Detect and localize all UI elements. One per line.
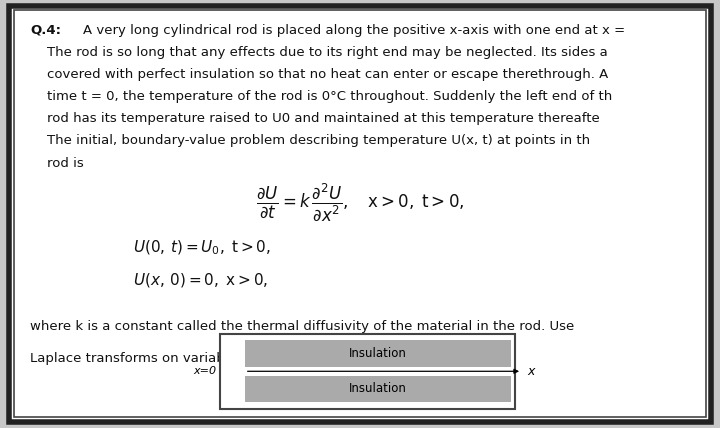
Text: $U(0,\,t) = U_0,\; \mathrm{t>0,}$: $U(0,\,t) = U_0,\; \mathrm{t>0,}$ xyxy=(133,239,271,257)
Text: covered with perfect insulation so that no heat can enter or escape therethrough: covered with perfect insulation so that … xyxy=(47,68,608,81)
Bar xyxy=(245,340,511,367)
Text: where k is a constant called the thermal diffusivity of the material in the rod.: where k is a constant called the thermal… xyxy=(30,320,575,333)
Text: x: x xyxy=(527,365,534,378)
Text: rod is: rod is xyxy=(47,157,84,169)
Text: Q.4:: Q.4: xyxy=(30,24,61,36)
Text: $U(x,\,0) = 0,\; \mathrm{x>0,}$: $U(x,\,0) = 0,\; \mathrm{x>0,}$ xyxy=(133,271,269,289)
Text: time t = 0, the temperature of the rod is 0°C throughout. Suddenly the left end : time t = 0, the temperature of the rod i… xyxy=(47,90,612,103)
Text: Insulation: Insulation xyxy=(349,383,407,395)
Bar xyxy=(245,376,511,402)
Text: $\dfrac{\partial U}{\partial t} = k\,\dfrac{\partial^2 U}{\partial x^2},$$\quad : $\dfrac{\partial U}{\partial t} = k\,\df… xyxy=(256,181,464,223)
Text: Insulation: Insulation xyxy=(349,347,407,360)
Bar xyxy=(220,334,515,409)
Text: x=0: x=0 xyxy=(193,366,216,376)
Text: A very long cylindrical rod is placed along the positive x-axis with one end at : A very long cylindrical rod is placed al… xyxy=(83,24,625,36)
Text: The rod is so long that any effects due to its right end may be neglected. Its s: The rod is so long that any effects due … xyxy=(47,46,608,59)
Text: The initial, boundary-value problem describing temperature U(x, t) at points in : The initial, boundary-value problem desc… xyxy=(47,134,590,148)
Text: Laplace transforms on variable t to find U(x, t).: Laplace transforms on variable t to find… xyxy=(30,352,343,365)
Text: rod has its temperature raised to U0 and maintained at this temperature thereaft: rod has its temperature raised to U0 and… xyxy=(47,112,600,125)
